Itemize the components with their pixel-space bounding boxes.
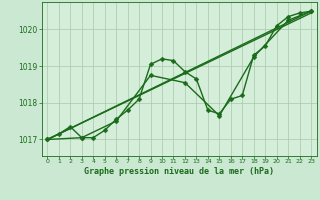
X-axis label: Graphe pression niveau de la mer (hPa): Graphe pression niveau de la mer (hPa) [84,167,274,176]
